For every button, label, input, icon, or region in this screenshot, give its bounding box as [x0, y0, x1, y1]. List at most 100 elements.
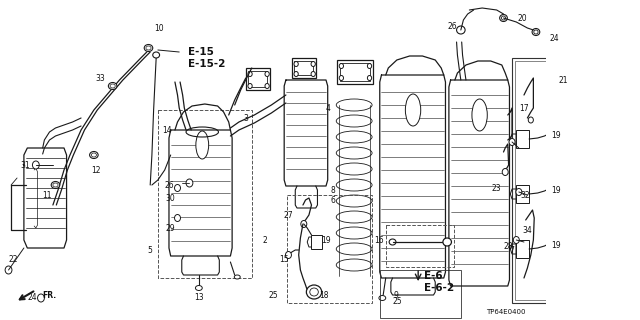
Text: 17: 17: [519, 103, 529, 113]
Ellipse shape: [248, 84, 252, 89]
Bar: [292, 58, 316, 78]
Text: 19: 19: [552, 241, 561, 250]
Bar: [516, 240, 529, 258]
Ellipse shape: [367, 63, 372, 68]
Text: 30: 30: [166, 194, 175, 203]
Ellipse shape: [92, 153, 97, 157]
Bar: [515, 61, 554, 300]
Text: 27: 27: [284, 211, 293, 220]
Text: 24: 24: [550, 34, 559, 43]
Text: 25: 25: [392, 298, 402, 307]
Text: 7: 7: [509, 245, 515, 254]
Ellipse shape: [265, 84, 269, 89]
Text: 31: 31: [20, 161, 31, 170]
Ellipse shape: [532, 28, 540, 36]
Ellipse shape: [108, 83, 117, 90]
Ellipse shape: [196, 131, 209, 159]
Ellipse shape: [472, 99, 487, 131]
Text: 11: 11: [42, 190, 52, 199]
Text: 19: 19: [321, 236, 331, 244]
Text: 13: 13: [194, 293, 204, 302]
Ellipse shape: [90, 151, 98, 158]
Text: E-6-2: E-6-2: [424, 283, 454, 293]
Ellipse shape: [339, 63, 344, 68]
Ellipse shape: [307, 285, 322, 299]
Ellipse shape: [294, 61, 298, 67]
Bar: [380, 270, 461, 318]
Text: 14: 14: [163, 125, 172, 134]
Ellipse shape: [516, 188, 522, 196]
Text: 20: 20: [518, 13, 527, 22]
Bar: [248, 71, 267, 87]
Bar: [516, 185, 529, 203]
Ellipse shape: [175, 214, 180, 221]
Ellipse shape: [311, 71, 316, 76]
Ellipse shape: [5, 266, 12, 274]
Text: 26: 26: [164, 180, 174, 189]
Ellipse shape: [110, 84, 115, 88]
Text: 26: 26: [447, 21, 457, 30]
Ellipse shape: [534, 30, 538, 34]
Ellipse shape: [528, 117, 533, 123]
Ellipse shape: [51, 181, 60, 188]
Text: 6: 6: [330, 196, 335, 204]
Ellipse shape: [248, 71, 252, 76]
Ellipse shape: [311, 61, 316, 67]
Ellipse shape: [38, 294, 44, 302]
Ellipse shape: [501, 16, 506, 20]
Text: 8: 8: [330, 186, 335, 195]
Text: 19: 19: [552, 131, 561, 140]
Ellipse shape: [144, 44, 153, 52]
Text: 32: 32: [520, 190, 530, 199]
Bar: [294, 61, 313, 75]
Ellipse shape: [294, 71, 298, 76]
Text: 19: 19: [552, 186, 561, 195]
Text: 22: 22: [8, 255, 17, 265]
Text: 4: 4: [325, 103, 330, 113]
Ellipse shape: [265, 71, 269, 76]
Text: 34: 34: [522, 226, 532, 235]
Bar: [158, 110, 252, 278]
Ellipse shape: [456, 26, 465, 34]
Text: 21: 21: [559, 76, 568, 84]
Text: E-15: E-15: [188, 47, 214, 57]
Text: 10: 10: [154, 23, 164, 33]
Ellipse shape: [146, 46, 151, 50]
Ellipse shape: [405, 94, 420, 126]
Ellipse shape: [195, 285, 202, 291]
Bar: [312, 235, 322, 249]
Text: 15: 15: [280, 255, 289, 265]
Text: E-15-2: E-15-2: [188, 59, 225, 69]
Text: 5: 5: [147, 245, 152, 254]
Ellipse shape: [513, 236, 519, 244]
Bar: [512, 58, 556, 303]
Text: 12: 12: [91, 165, 100, 174]
Ellipse shape: [53, 183, 58, 187]
Text: 16: 16: [374, 236, 384, 244]
Text: 2: 2: [262, 236, 267, 244]
Ellipse shape: [310, 288, 318, 296]
Ellipse shape: [500, 14, 508, 21]
Text: 23: 23: [492, 183, 502, 193]
Ellipse shape: [285, 252, 291, 259]
Ellipse shape: [175, 185, 180, 191]
Bar: [340, 63, 371, 81]
Ellipse shape: [443, 238, 451, 246]
Text: TP64E0400: TP64E0400: [486, 309, 525, 315]
Bar: [337, 60, 373, 84]
Bar: [287, 195, 372, 303]
Text: 24: 24: [28, 293, 37, 302]
Ellipse shape: [379, 295, 386, 300]
Ellipse shape: [502, 169, 508, 175]
Bar: [516, 130, 529, 148]
Ellipse shape: [234, 275, 240, 279]
Ellipse shape: [301, 220, 307, 228]
Text: 33: 33: [96, 74, 106, 83]
Text: E-6: E-6: [424, 271, 443, 281]
Text: 3: 3: [243, 114, 248, 123]
Ellipse shape: [389, 239, 396, 245]
Bar: [246, 68, 269, 90]
Text: 29: 29: [166, 223, 175, 233]
Text: 18: 18: [319, 292, 329, 300]
Ellipse shape: [509, 139, 515, 146]
